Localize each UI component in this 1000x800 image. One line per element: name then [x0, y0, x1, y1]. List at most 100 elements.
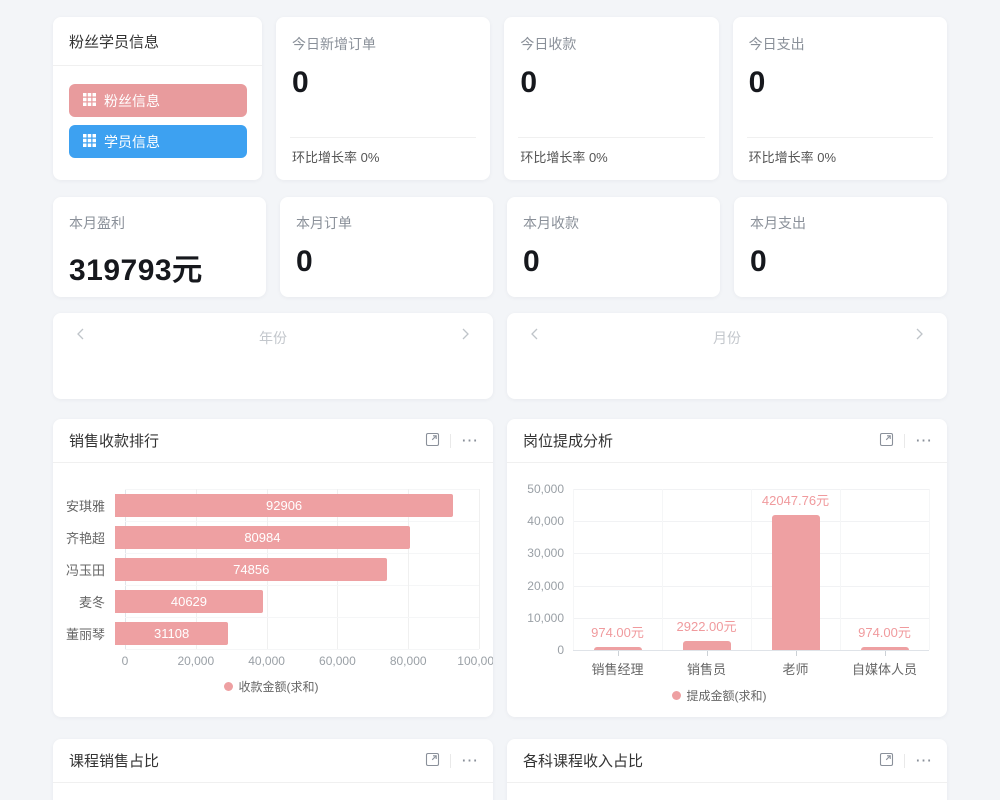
stat-label: 本月支出 — [750, 215, 806, 231]
divider — [518, 137, 705, 138]
x-tick-label: 40,000 — [248, 654, 285, 668]
stat-label: 今日收款 — [520, 36, 577, 52]
expand-button[interactable] — [425, 432, 440, 450]
external-link-icon — [425, 752, 440, 770]
expand-button[interactable] — [879, 752, 894, 770]
sales-rank-chart: 安琪雅 92906 齐艳超 80984 冯玉田 74856 麦冬 40629 董丽琴 31108 … — [53, 463, 493, 695]
commission-legend[interactable]: 提成金额(求和) — [507, 687, 931, 704]
fans-info-button[interactable]: 粉丝信息 — [69, 84, 247, 117]
bar-value-label: 974.00元 — [858, 624, 911, 640]
category-label: 麦冬 — [78, 594, 105, 610]
chevron-left-icon — [529, 328, 541, 344]
commission-chart-card: 岗位提成分析 ⋯ 50,000 40,000 30,000 20,000 10,000 0… — [507, 419, 947, 717]
course-income-title: 各科课程收入占比 — [523, 753, 644, 770]
stat-footer: 环比增长率 0% — [748, 150, 837, 165]
year-prev-button[interactable] — [75, 327, 87, 343]
bar[interactable] — [682, 640, 731, 650]
bar[interactable]: 80984 — [115, 525, 410, 549]
y-tick-label: 40,000 — [527, 514, 564, 529]
fans-info-button-label: 粉丝信息 — [104, 92, 160, 109]
chevron-right-icon — [459, 328, 471, 344]
bar-row: 董丽琴 31108 — [63, 617, 479, 649]
student-info-button[interactable]: 学员信息 — [69, 125, 247, 158]
x-tick-label: 80,000 — [389, 654, 427, 668]
y-tick-label: 10,000 — [527, 610, 564, 625]
category-label: 齐艳超 — [65, 530, 105, 546]
stat-value: 0 — [748, 66, 766, 99]
bar-row: 麦冬 40629 — [63, 585, 479, 617]
y-tick-label: 30,000 — [527, 546, 564, 561]
expand-button[interactable] — [425, 752, 440, 770]
course-income-chart-card: 各科课程收入占比 ⋯ — [507, 739, 947, 800]
more-options-button[interactable]: ⋯ — [915, 751, 933, 770]
bar[interactable]: 92906 — [115, 493, 454, 517]
bar-row: 齐艳超 80984 — [63, 521, 479, 553]
year-next-button[interactable] — [459, 327, 471, 343]
bar-track: 31108 — [115, 621, 479, 645]
stat-label: 本月订单 — [296, 215, 352, 231]
stat-value: 0 — [523, 245, 541, 278]
divider — [746, 137, 933, 138]
x-tick-label: 0 — [121, 654, 129, 668]
sales-rank-legend[interactable]: 收款金额(求和) — [63, 678, 479, 695]
bar-value-label: 2922.00元 — [676, 618, 737, 634]
stat-card-month-orders: 本月订单 0 — [280, 197, 493, 297]
chevron-left-icon — [75, 328, 87, 344]
x-tick-label: 60,000 — [319, 654, 356, 668]
month-prev-button[interactable] — [529, 327, 541, 343]
external-link-icon — [879, 432, 894, 450]
sales-rank-rows: 安琪雅 92906 齐艳超 80984 冯玉田 74856 麦冬 40629 董丽琴 31108 — [63, 489, 479, 649]
bar[interactable] — [593, 646, 642, 650]
category-label: 老师 — [782, 662, 809, 677]
stat-label: 本月盈利 — [69, 215, 125, 231]
sales-rank-chart-title: 销售收款排行 — [69, 433, 160, 450]
month-next-button[interactable] — [913, 327, 925, 343]
bar[interactable]: 31108 — [115, 621, 229, 645]
bar-track: 92906 — [115, 493, 479, 517]
year-carousel-label: 年份 — [259, 330, 287, 346]
category-label: 销售经理 — [591, 662, 644, 677]
external-link-icon — [879, 752, 894, 770]
student-info-button-label: 学员信息 — [104, 133, 160, 150]
more-options-button[interactable]: ⋯ — [915, 431, 933, 450]
bar-slot: 974.00元 — [840, 489, 929, 656]
divider — [290, 137, 477, 138]
commission-chart-title: 岗位提成分析 — [523, 433, 614, 450]
bar-value-label: 40629 — [170, 593, 208, 609]
stat-card-today-income: 今日收款 0 环比增长率 0% — [504, 17, 719, 180]
stat-footer: 环比增长率 0% — [520, 150, 608, 165]
bar-value-label: 92906 — [266, 497, 303, 513]
fans-panel-title: 粉丝学员信息 — [53, 17, 262, 66]
bar[interactable]: 74856 — [115, 557, 388, 581]
legend-label: 收款金额(求和) — [238, 680, 319, 694]
stat-label: 今日新增订单 — [292, 36, 376, 52]
stat-value: 0 — [750, 245, 768, 278]
course-sales-chart-card: 课程销售占比 ⋯ — [53, 739, 493, 800]
stat-value: 0 — [296, 245, 314, 278]
bar[interactable]: 40629 — [115, 589, 263, 613]
bar-slot: 42047.76元 — [751, 489, 840, 656]
more-options-button[interactable]: ⋯ — [461, 751, 479, 770]
bar[interactable] — [860, 646, 909, 650]
category-label: 安琪雅 — [65, 498, 105, 514]
fans-panel-card: 粉丝学员信息 粉丝信息 学员信息 — [53, 17, 262, 180]
stat-card-month-profit: 本月盈利 319793元 — [53, 197, 266, 297]
grid-icon — [83, 92, 96, 109]
legend-dot-icon — [223, 682, 233, 691]
legend-dot-icon — [671, 691, 681, 700]
more-options-button[interactable]: ⋯ — [461, 431, 479, 450]
bar-track: 74856 — [115, 557, 479, 581]
x-tick-label: 20,000 — [177, 654, 215, 668]
sales-rank-xaxis: 0 20,000 40,000 60,000 80,000 100,000 — [121, 649, 493, 669]
y-tick-label: 20,000 — [527, 578, 564, 593]
bar-slot: 2922.00元 — [662, 489, 751, 656]
chevron-right-icon — [913, 328, 925, 344]
bar[interactable] — [771, 514, 820, 650]
bar-row: 安琪雅 92906 — [63, 489, 479, 521]
bar-slot: 974.00元 — [573, 489, 662, 656]
stat-label: 今日支出 — [748, 36, 805, 52]
bar-value-label: 31108 — [154, 625, 190, 641]
commission-xlabels: 销售经理 销售员 老师 自媒体人员 — [573, 650, 929, 678]
expand-button[interactable] — [879, 432, 894, 450]
